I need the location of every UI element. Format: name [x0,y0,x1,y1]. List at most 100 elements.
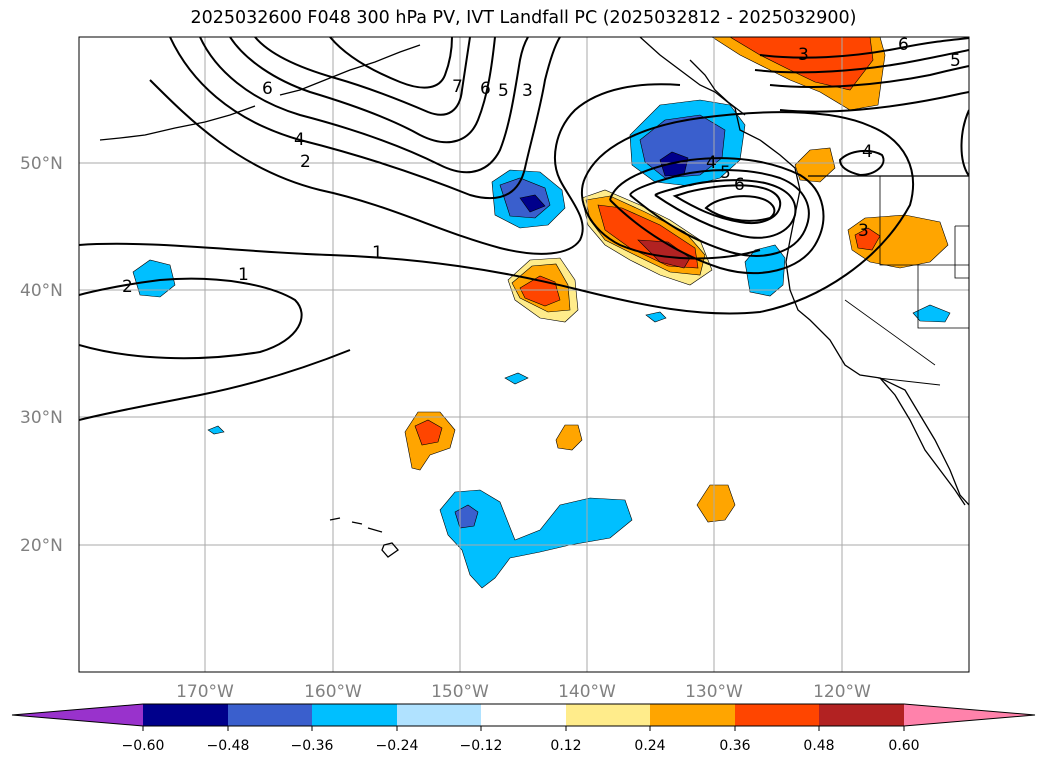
cold-anomaly-central-pacific-core [519,194,546,213]
colorbar-segment [566,704,650,726]
colorbar-segment [481,704,566,726]
lon-label: 130°W [685,682,743,702]
warm-anomaly-bc-interior [794,147,836,183]
coastline-alaska-islands [279,44,421,96]
colorbar-tick-label: 0.12 [550,738,581,754]
cold-anomaly-far-west [132,259,176,298]
coastlines [99,37,969,558]
contour-label: 6 [480,79,491,99]
colorbar-tick-label: 0.48 [803,738,834,754]
contour-1 [79,111,915,315]
contour-east-5 [754,49,969,74]
contour-label: 6 [262,79,273,99]
colorbar-tick-label: −0.36 [291,738,334,754]
contour-label: 3 [858,221,869,241]
warm-anomaly-idaho-core [854,227,881,251]
colorbar-tick-label: −0.24 [376,738,419,754]
colorbar-tick-label: −0.12 [460,738,503,754]
figure-title: 2025032600 F048 300 hPa PV, IVT Landfall… [190,8,857,28]
map-canvas: 1 1 2 2 3 4 4 4 5 5 6 6 6 7 3 5 6 3 [79,35,969,672]
shading-layer [132,37,951,589]
contour-ridge-4 [629,169,810,257]
cold-anomaly-offshore-oregon [744,244,786,297]
lon-label: 170°W [176,682,234,702]
contour-label: 3 [798,45,809,65]
colorbar-tick-label: −0.48 [207,738,250,754]
lon-label: 140°W [558,682,616,702]
contour-label: 2 [122,277,133,297]
coastline-alaska-panhandle [689,59,746,116]
contour-2-west [79,349,351,421]
colorbar-tick-labels: −0.60 −0.48 −0.36 −0.24 −0.12 0.12 0.24 … [122,738,920,754]
colorbar-tick-label: 0.60 [888,738,919,754]
contour-ridge-5 [654,179,797,239]
cold-anomaly-hawaii-band-core [454,504,479,529]
colorbar-segment [228,704,312,726]
colorbar-tick-label: 0.36 [719,738,750,754]
contour-label: 6 [898,35,909,55]
lat-label: 30°N [20,408,63,428]
colorbar-segment [397,704,481,726]
colorbar-segment [143,704,228,726]
warm-anomaly-idaho [847,214,949,269]
contour-east-3-loop [838,149,885,177]
lat-label: 50°N [20,154,63,174]
cold-anomaly-small-4 [912,304,951,323]
lon-label: 150°W [431,682,489,702]
colorbar-segment [735,704,819,726]
contour-label: 3 [522,81,533,101]
colorbar-tick-label: 0.24 [634,738,665,754]
contour-east-2 [779,91,969,113]
cold-anomaly-hawaii-band [439,489,633,589]
map-frame [78,36,970,673]
lon-label: 120°W [813,682,871,702]
warm-anomaly-small-d [696,484,736,523]
coastline-hawaii [329,517,399,558]
contour-2 [149,79,681,255]
contour-ridge-6 [672,184,782,224]
contour-label: 4 [862,142,873,162]
contour-5 [229,37,496,144]
warm-anomaly-small-c [555,424,583,451]
contour-east-6 [759,37,969,59]
contour-7 [329,37,453,89]
contour-layer [79,37,969,421]
contour-label: 4 [706,153,717,173]
state-borders [844,176,969,366]
border-us-mexico [877,377,941,386]
colorbar-segment [312,704,397,726]
colorbar-tick-label: −0.60 [122,738,165,754]
coastline-north-america [639,37,969,506]
contour-ridge-7 [704,195,776,222]
lat-label: 20°N [20,536,63,556]
contour-6 [254,37,471,116]
latitude-labels: 50°N 40°N 30°N 20°N [20,154,63,556]
colorbar-high-extension [904,704,1035,726]
colorbar: −0.60 −0.48 −0.36 −0.24 −0.12 0.12 0.24 … [11,703,1036,754]
contour-east-4 [769,65,969,88]
cold-anomaly-small-2 [504,372,529,385]
contour-label: 5 [950,51,961,71]
colorbar-segment [650,704,735,726]
contour-label: 1 [372,243,383,263]
lat-label: 40°N [20,281,63,301]
contour-4 [199,37,529,174]
cold-anomaly-gulf-alaska-core [659,151,689,177]
contour-labels: 1 1 2 2 3 4 4 4 5 5 6 6 6 7 3 5 6 3 [122,35,961,297]
colorbar-low-extension [12,704,143,726]
contour-3 [169,37,561,200]
contour-1-far-west [79,277,303,360]
contour-label: 6 [734,175,745,195]
contour-label: 2 [300,152,311,172]
warm-anomaly-subtropical-b-core [414,419,443,446]
coastline-baja [879,377,966,506]
coastline-aleutians [99,105,256,141]
contour-label: 4 [294,130,305,150]
contour-ridge-3 [609,157,825,275]
contour-east-return [960,109,969,177]
contour-label: 5 [720,163,731,183]
cold-anomaly-small-1 [645,311,667,323]
colorbar-segment [819,704,904,726]
contour-label: 5 [498,81,509,101]
